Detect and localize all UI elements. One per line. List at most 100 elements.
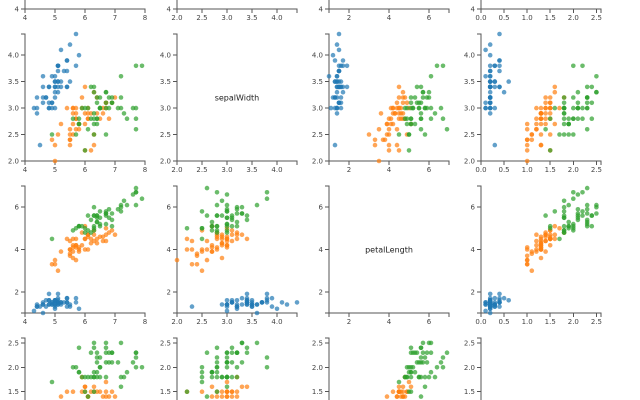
data-point [70, 228, 76, 233]
data-point [91, 389, 97, 395]
data-point [529, 137, 535, 143]
data-point [412, 369, 418, 375]
data-point [55, 298, 61, 303]
data-point [575, 105, 581, 111]
data-point [49, 236, 55, 242]
data-point [55, 268, 61, 274]
data-point [336, 84, 342, 90]
data-point [234, 230, 240, 235]
y-axis-line [477, 33, 482, 162]
data-point [538, 240, 544, 246]
data-point [224, 379, 230, 385]
data-point [76, 306, 82, 312]
y-tick-label: 1.5 [464, 388, 475, 396]
data-point [571, 190, 576, 195]
data-point [338, 105, 344, 111]
data-point [501, 295, 507, 301]
data-point [406, 369, 412, 375]
data-point [330, 52, 336, 58]
data-point [219, 232, 225, 237]
data-point [492, 295, 498, 301]
data-point [428, 369, 434, 375]
data-point [94, 215, 100, 221]
x-tick-label: 4.0 [271, 166, 282, 174]
data-point [239, 211, 245, 216]
data-point [396, 111, 402, 116]
data-point [543, 127, 548, 132]
data-point [214, 369, 220, 375]
y-tick-label: 2.0 [312, 158, 323, 166]
x-tick-label: 2.5 [196, 14, 207, 22]
data-point [552, 84, 558, 90]
data-point [209, 223, 215, 229]
data-point [85, 394, 91, 399]
x-tick-label: 6 [427, 166, 432, 174]
data-point [492, 63, 498, 69]
data-point [133, 185, 139, 191]
data-point [264, 365, 270, 370]
data-point [219, 213, 225, 218]
x-tick-label: 6 [427, 318, 432, 326]
y-tick-label: 3.0 [464, 105, 475, 113]
data-point [82, 121, 88, 127]
data-point [219, 302, 225, 307]
data-point [67, 127, 73, 132]
data-point [224, 243, 230, 248]
matrix-cell: 4 5 6 7 8 4 [15, 0, 147, 22]
data-point [534, 105, 539, 111]
data-point [214, 213, 220, 218]
data-point [497, 300, 502, 305]
x-axis: 2.0 2.5 3.0 3.5 4.0 [171, 160, 298, 174]
data-point [91, 226, 97, 231]
data-point [274, 306, 280, 312]
data-point [394, 100, 400, 106]
y-axis-line [477, 0, 482, 10]
data-point [424, 95, 430, 100]
data-point [224, 215, 230, 221]
y-tick-label: 2.5 [8, 339, 19, 347]
data-point [584, 105, 590, 111]
data-point [483, 47, 488, 53]
y-axis: 1.5 2.0 2.5 [464, 337, 482, 400]
data-point [571, 221, 576, 227]
data-point [332, 58, 338, 63]
y-axis-line [325, 337, 330, 400]
data-point [224, 234, 230, 240]
x-tick-label: 2.5 [591, 318, 602, 326]
x-tick-label: 3.0 [221, 318, 232, 326]
data-point [487, 52, 493, 58]
data-point [199, 209, 205, 214]
data-point [204, 213, 210, 218]
data-point [194, 253, 200, 259]
data-point [589, 100, 595, 106]
data-point [52, 105, 58, 111]
data-point [55, 84, 61, 90]
data-point [79, 223, 85, 229]
data-point [97, 389, 103, 395]
data-point [552, 121, 558, 127]
data-point [100, 111, 106, 116]
data-point [524, 158, 530, 164]
y-tick-label: 2.0 [312, 364, 323, 372]
data-point [584, 202, 590, 208]
data-point [424, 360, 430, 365]
x-tick-label: 6 [83, 166, 88, 174]
data-point [552, 223, 558, 229]
diagonal-label: sepalWidth [215, 94, 260, 103]
data-point [88, 240, 94, 246]
data-point [199, 369, 205, 375]
y-tick-label: 2 [319, 288, 323, 296]
data-point [396, 84, 402, 90]
matrix-cell: 4 5 6 7 8 2 4 6 [15, 185, 147, 326]
data-point [279, 300, 285, 305]
data-point [444, 350, 450, 356]
data-point [487, 89, 493, 95]
x-axis: 0.0 0.5 1.0 1.5 2.0 2.5 [475, 160, 602, 174]
y-axis: 2 4 6 [15, 185, 26, 314]
data-point [547, 132, 553, 137]
data-point [219, 255, 225, 261]
data-point [396, 148, 402, 153]
y-axis-line [173, 337, 178, 400]
data-point [566, 116, 571, 121]
data-point [487, 100, 493, 106]
